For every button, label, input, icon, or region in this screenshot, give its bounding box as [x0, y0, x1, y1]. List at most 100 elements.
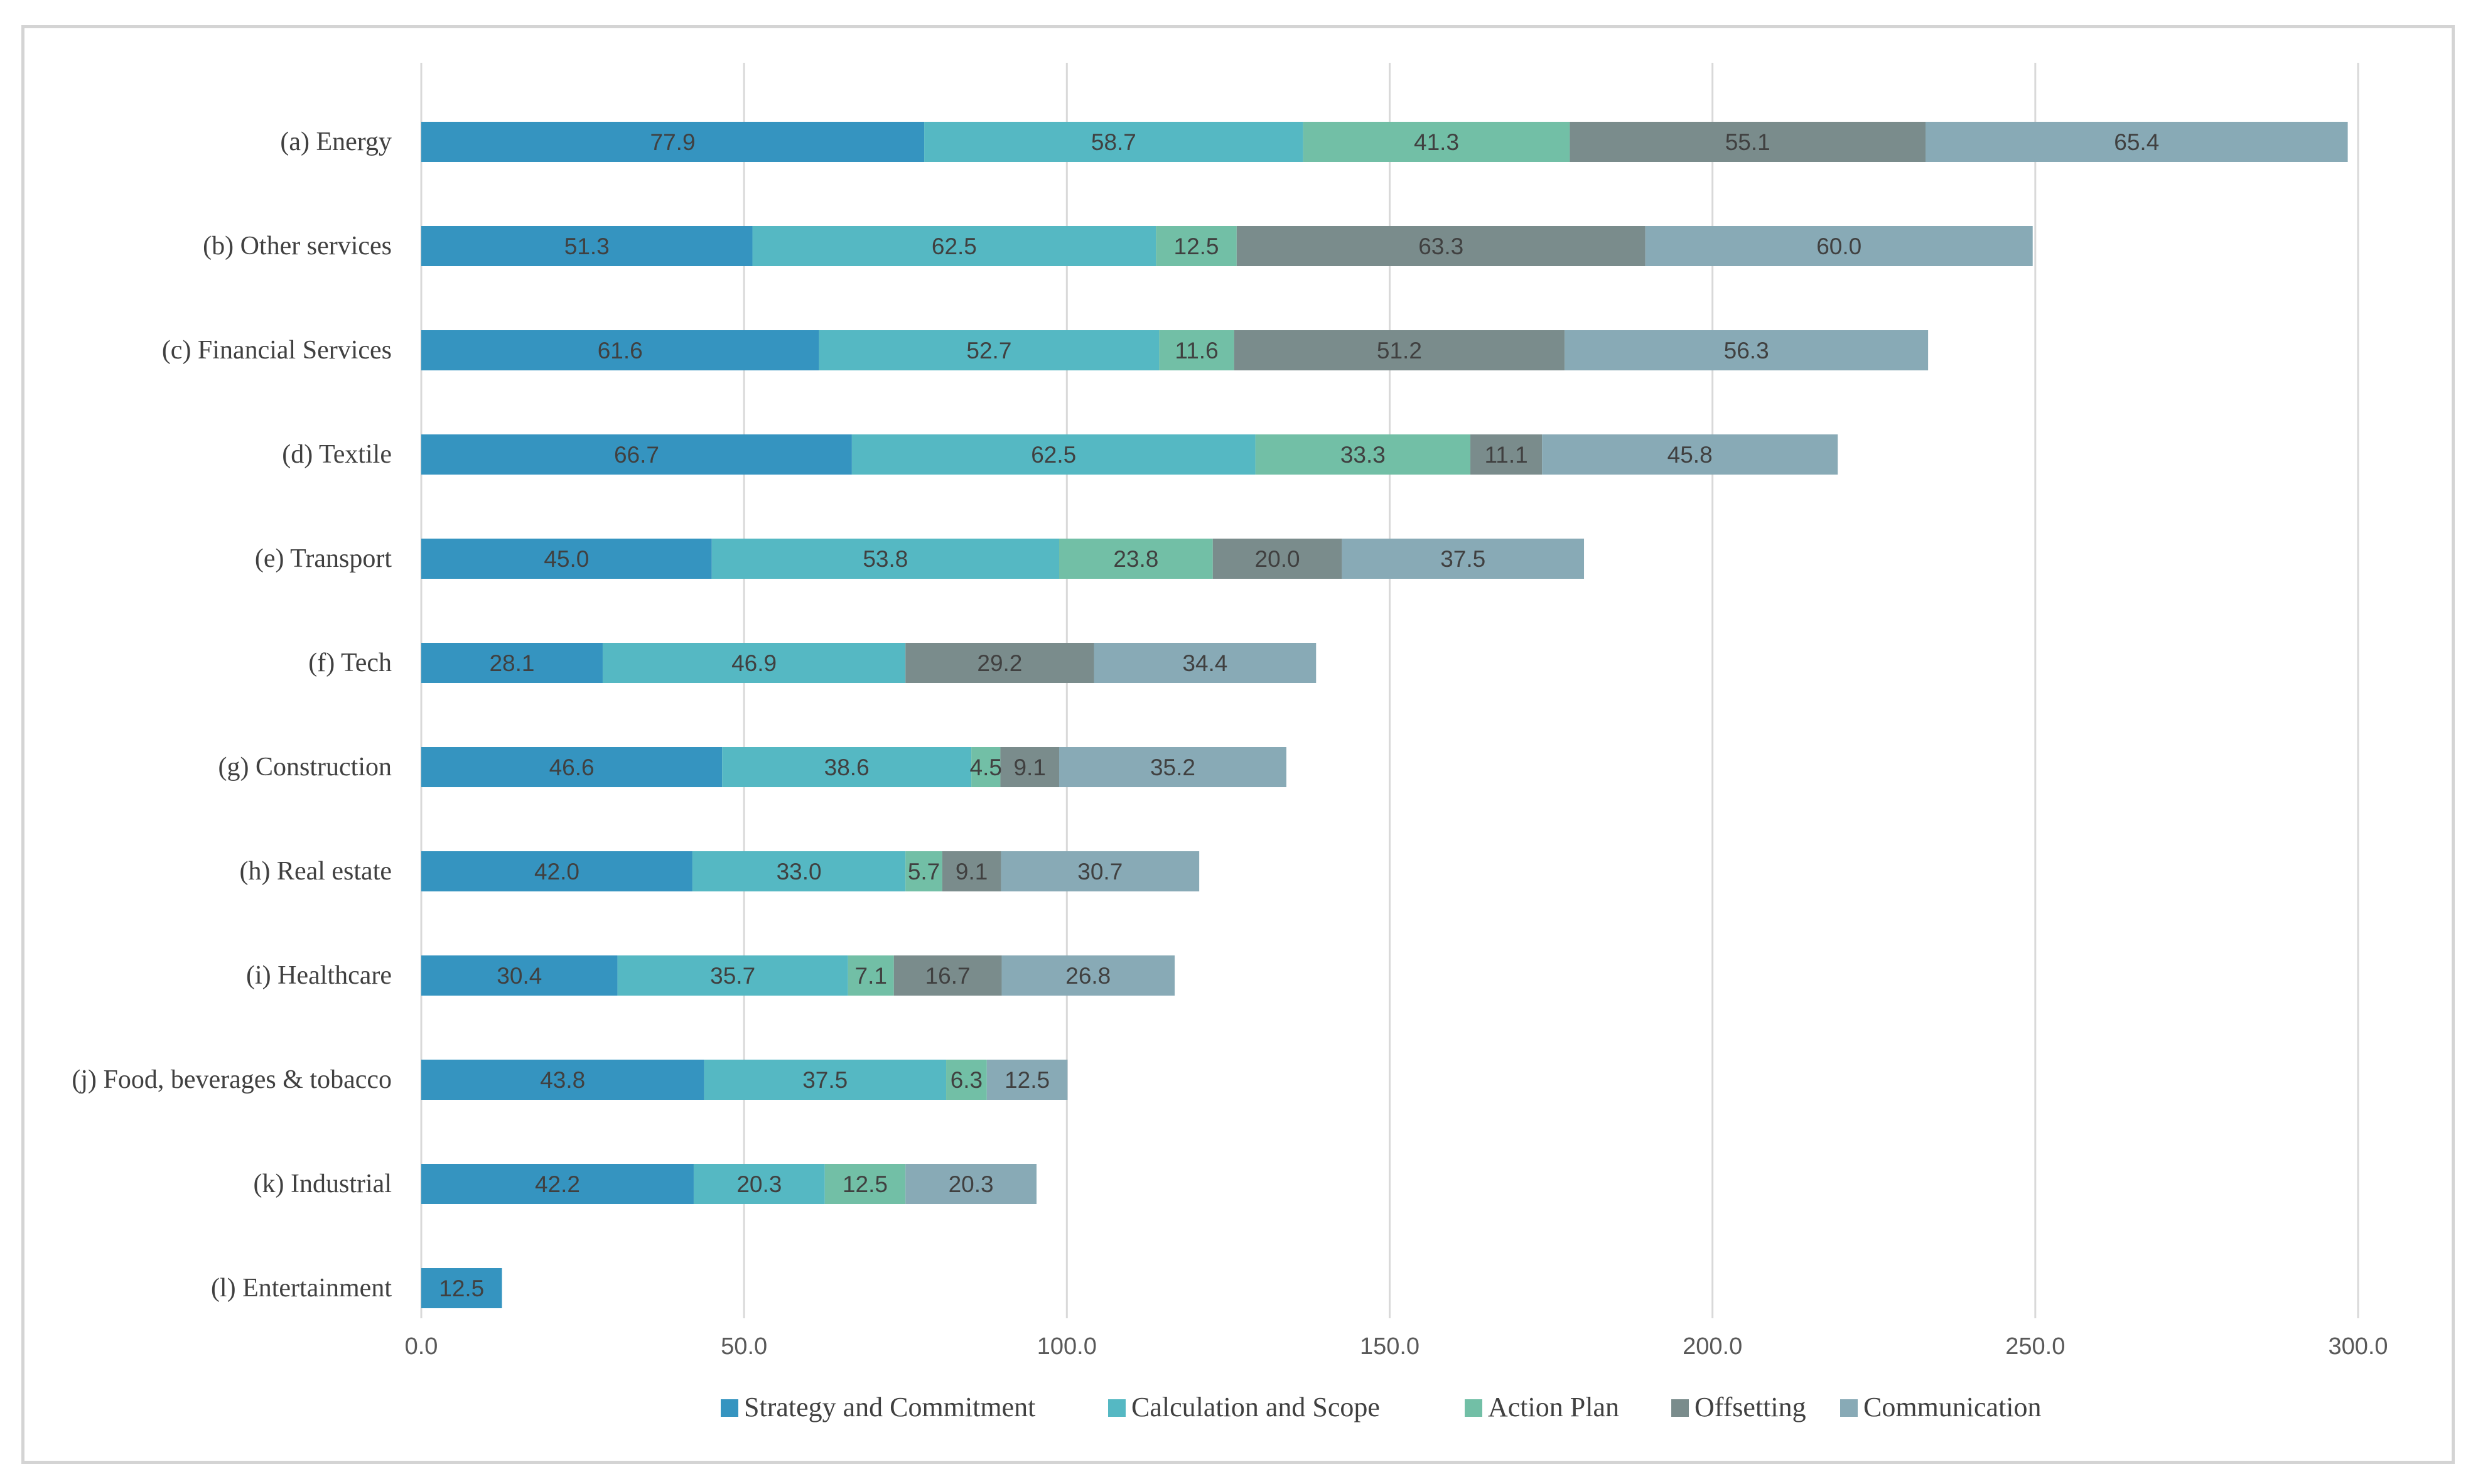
data-label: 46.6: [549, 755, 595, 780]
data-label: 12.5: [843, 1171, 888, 1197]
data-label: 52.7: [966, 338, 1011, 363]
bar-segment: [971, 747, 1001, 787]
bar-segment: [711, 539, 1059, 579]
bar-segment: [1159, 330, 1234, 370]
data-label: 12.5: [439, 1276, 484, 1301]
bar-segment: [1000, 747, 1059, 787]
bar-segment: [1094, 643, 1317, 683]
bar-segment: [421, 851, 692, 891]
bar-segment: [946, 1060, 987, 1100]
bar-segment: [1565, 330, 1929, 370]
bar-segment: [1059, 539, 1213, 579]
bar-segment: [617, 955, 848, 996]
data-label: 37.5: [1440, 546, 1485, 572]
data-label: 62.5: [932, 234, 977, 259]
x-tick-label: 250.0: [2005, 1333, 2065, 1360]
data-label: 42.0: [534, 859, 579, 884]
data-label: 46.9: [731, 650, 777, 676]
axes: 0.0 50.0 100.0 150.0 200.0 250.0 300.0 (a) Ener…: [72, 127, 2388, 1360]
bar-segment: [1001, 851, 1200, 891]
bar-segment: [421, 226, 753, 266]
data-label: 63.3: [1418, 234, 1463, 259]
bar-segment: [693, 1164, 825, 1204]
legend-label: Strategy and Commitment: [744, 1392, 1035, 1422]
bar-segment: [421, 539, 712, 579]
data-labels: 77.9 58.7 41.3 55.1 65.4 51.3 62.5 12.5 63.3 60.0…: [439, 129, 2159, 1301]
bar-segment: [1570, 122, 1926, 162]
data-label: 20.0: [1255, 546, 1300, 572]
bar-segment: [1542, 434, 1838, 475]
legend-swatch: [1108, 1399, 1126, 1417]
data-label: 20.3: [736, 1171, 782, 1197]
legend-swatch: [721, 1399, 738, 1417]
bar-segment: [704, 1060, 947, 1100]
bar-segment: [692, 851, 906, 891]
data-label: 43.8: [540, 1067, 585, 1093]
legend: Strategy and Commitment Calculation and S…: [721, 1392, 2042, 1422]
legend-swatch: [1840, 1399, 1858, 1417]
bar-segment: [924, 122, 1303, 162]
bar-segment: [1255, 434, 1471, 475]
data-label: 55.1: [1725, 129, 1770, 155]
data-label: 9.1: [956, 859, 988, 884]
gridlines: [420, 63, 2359, 1318]
legend-swatch: [1465, 1399, 1482, 1417]
category-label: (e) Transport: [255, 544, 392, 573]
data-label: 38.6: [824, 755, 870, 780]
bars: [421, 122, 2348, 1308]
bar-segment: [905, 643, 1094, 683]
data-label: 7.1: [855, 963, 887, 989]
bar-segment: [824, 1164, 906, 1204]
data-label: 60.0: [1816, 234, 1861, 259]
x-tick-label: 150.0: [1360, 1333, 1419, 1360]
category-label: (h) Real estate: [239, 857, 392, 886]
data-label: 30.7: [1077, 859, 1123, 884]
data-label: 28.1: [489, 650, 534, 676]
category-label: (k) Industrial: [254, 1169, 392, 1198]
data-label: 20.3: [949, 1171, 994, 1197]
bar-segment: [1059, 747, 1286, 787]
data-label: 61.6: [598, 338, 643, 363]
bar-segment: [893, 955, 1002, 996]
bar-segment: [421, 1164, 694, 1204]
data-label: 33.0: [777, 859, 822, 884]
bar-segment: [1342, 539, 1585, 579]
data-label: 56.3: [1724, 338, 1769, 363]
data-label: 66.7: [614, 442, 659, 468]
data-label: 45.0: [544, 546, 589, 572]
bar-segment: [1645, 226, 2033, 266]
data-label: 16.7: [925, 963, 971, 989]
bar-segment: [421, 330, 819, 370]
data-label: 33.3: [1340, 442, 1386, 468]
data-label: 4.5: [970, 755, 1002, 780]
bar-segment: [1001, 955, 1175, 996]
data-label: 29.2: [977, 650, 1022, 676]
data-label: 11.1: [1484, 442, 1527, 468]
category-label: (g) Construction: [218, 753, 392, 782]
bar-segment: [421, 122, 925, 162]
x-tick-label: 200.0: [1683, 1333, 1742, 1360]
bar-segment: [1926, 122, 2348, 162]
category-label: (d) Textile: [282, 440, 392, 469]
category-label: (i) Healthcare: [246, 961, 392, 990]
data-label: 42.2: [535, 1171, 580, 1197]
data-label: 26.8: [1065, 963, 1111, 989]
data-label: 35.7: [710, 963, 755, 989]
category-label: (l) Entertainment: [211, 1274, 392, 1303]
bar-segment: [1303, 122, 1570, 162]
bar-segment: [848, 955, 894, 996]
bar-segment: [942, 851, 1001, 891]
data-label: 30.4: [497, 963, 542, 989]
data-label: 11.6: [1175, 338, 1218, 363]
x-tick-label: 300.0: [2328, 1333, 2388, 1360]
bar-segment: [722, 747, 972, 787]
bar-segment: [986, 1060, 1068, 1100]
data-label: 58.7: [1091, 129, 1136, 155]
data-label: 45.8: [1667, 442, 1713, 468]
category-label: (b) Other services: [203, 232, 392, 261]
data-label: 51.2: [1377, 338, 1422, 363]
bar-segment: [851, 434, 1256, 475]
legend-swatch: [1671, 1399, 1689, 1417]
data-label: 5.7: [908, 859, 940, 884]
data-label: 9.1: [1013, 755, 1045, 780]
